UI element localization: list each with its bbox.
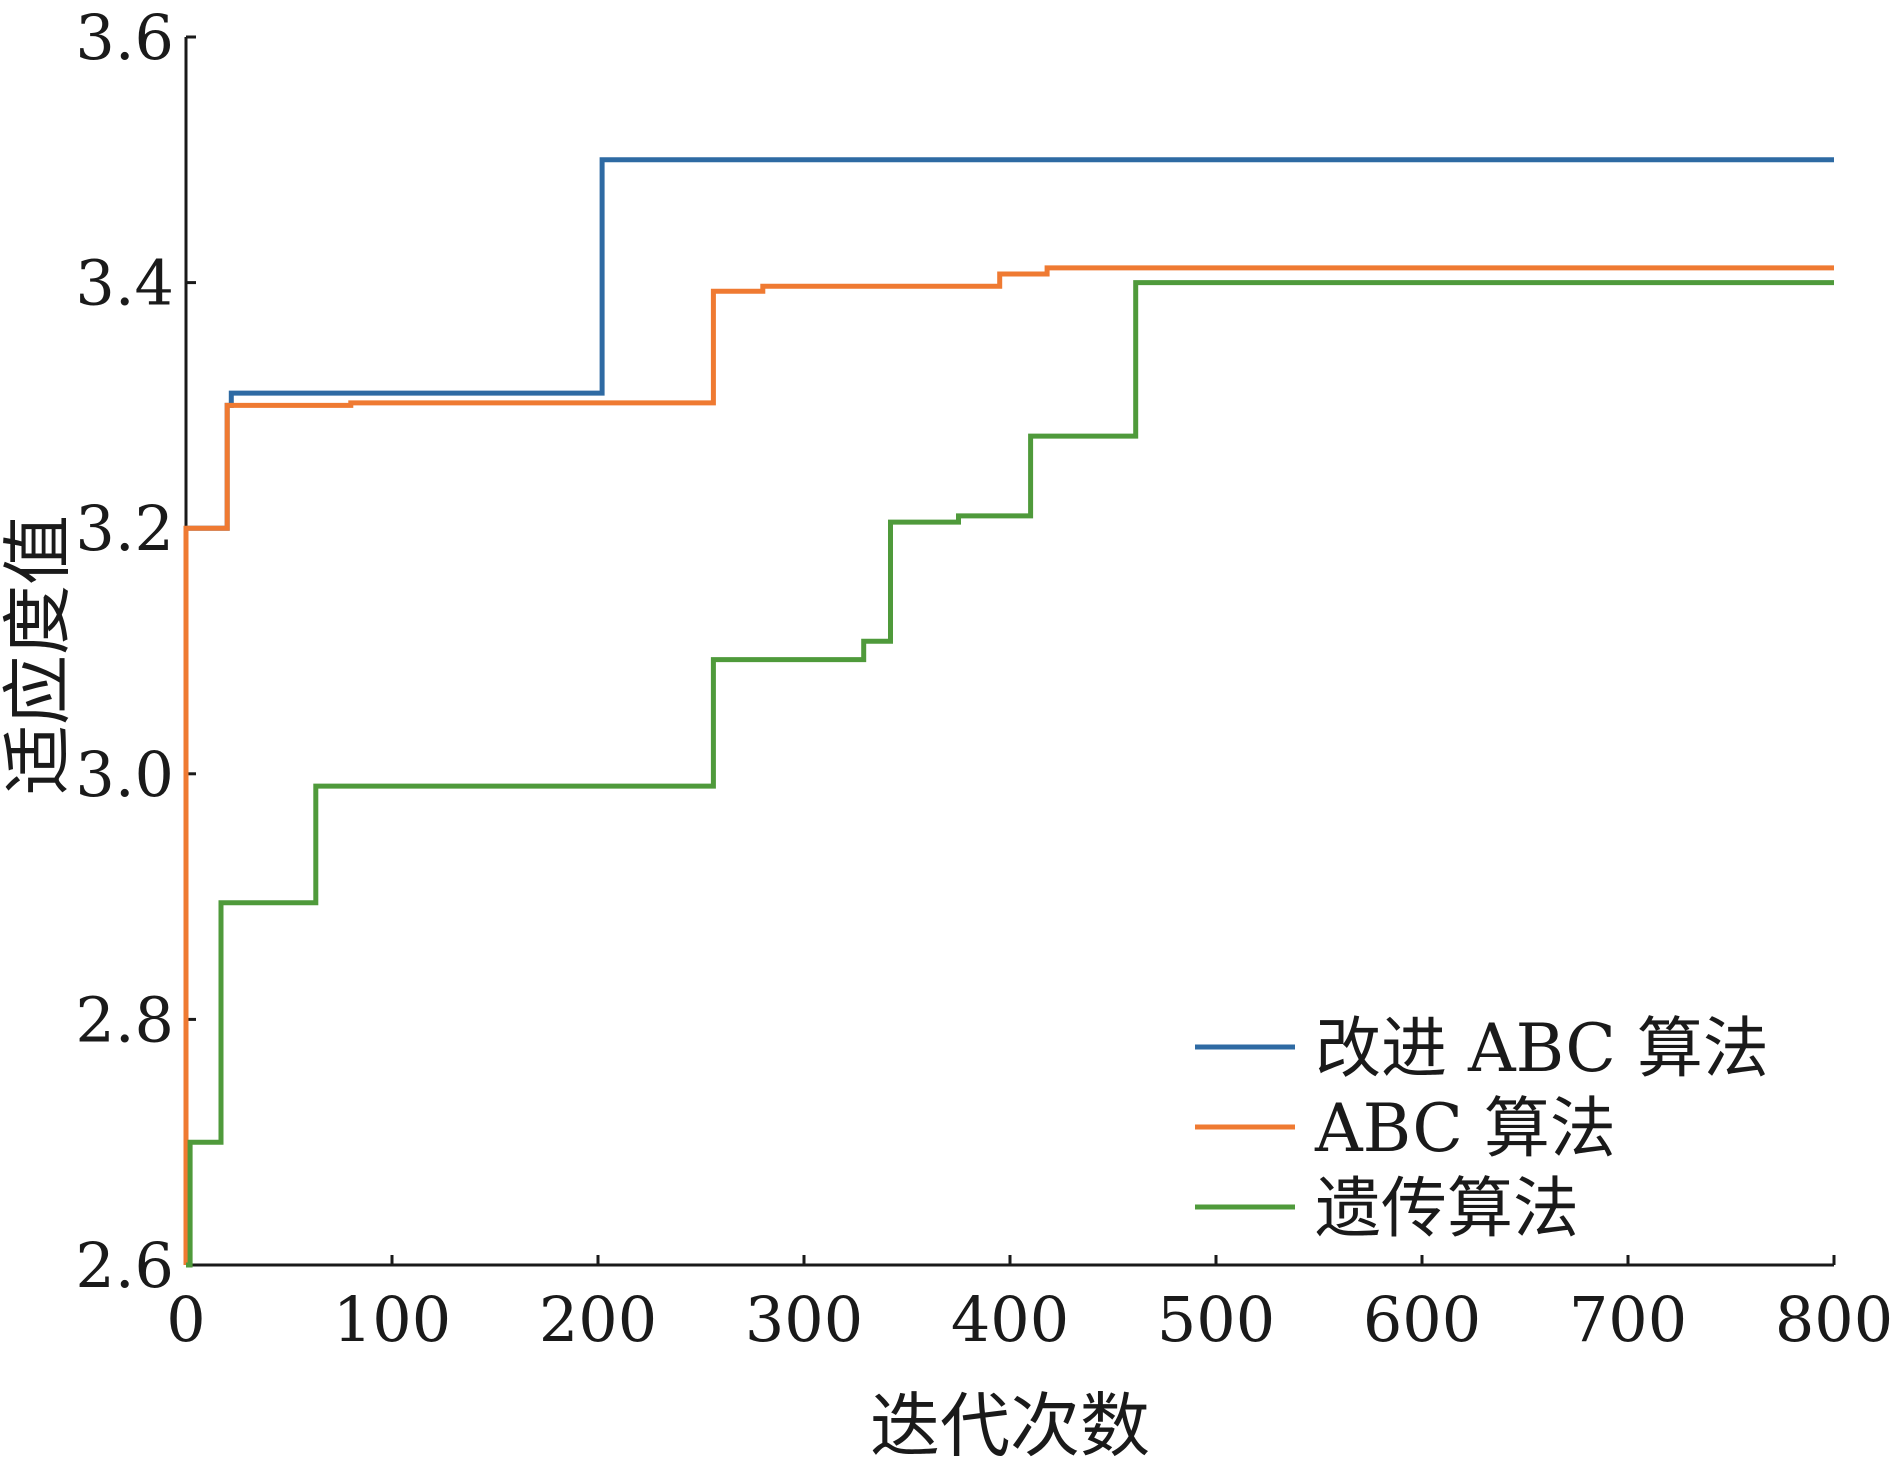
y-tick-label: 2.8	[75, 983, 174, 1056]
x-tick-label: 300	[745, 1283, 863, 1356]
legend-label: 改进 ABC 算法	[1315, 1010, 1769, 1087]
axes: 0 100 200 300 400 500 600 700 800 2.6 2.8 3.0 3.2 3.4…	[75, 1, 1890, 1356]
x-tick-label: 600	[1363, 1283, 1481, 1356]
series-line-2	[183, 265, 1834, 1265]
x-tick-label: 800	[1775, 1283, 1890, 1356]
y-axis-title: 适应度值	[0, 515, 79, 795]
y-tick-label: 2.6	[75, 1229, 174, 1302]
x-tick-label: 200	[539, 1283, 657, 1356]
x-tick-label: 700	[1569, 1283, 1687, 1356]
x-tick-label: 400	[951, 1283, 1069, 1356]
series-group	[183, 157, 1834, 1268]
y-tick-label: 3.0	[75, 738, 174, 811]
x-tick-label: 100	[333, 1283, 451, 1356]
y-tick-label: 3.4	[75, 247, 174, 320]
y-tick-label: 3.2	[75, 492, 174, 565]
x-tick-label: 500	[1157, 1283, 1275, 1356]
legend-label: ABC 算法	[1314, 1090, 1616, 1167]
series-line-1	[186, 157, 1834, 531]
x-tick-label: 0	[166, 1283, 205, 1356]
legend-label: 遗传算法	[1315, 1170, 1579, 1247]
series-line-3	[186, 280, 1834, 1268]
x-axis-title: 迭代次数	[870, 1385, 1150, 1467]
y-tick-label: 3.6	[75, 1, 174, 74]
